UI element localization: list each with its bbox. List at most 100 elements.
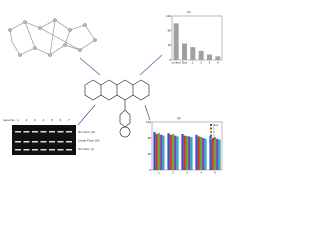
x-tick-label: control [172,60,181,64]
molecule [84,79,150,138]
graphical-abstract: Lane No. 1 2 3 4 5 6 7NC Form (II)Linear Form … [3,10,223,174]
bar [199,136,203,170]
lane-label: 3 [34,118,36,122]
gel-band [66,141,72,143]
lane-label: 1 [17,118,19,122]
bar [185,136,189,170]
bar [162,135,165,170]
bar [195,134,198,170]
gel-band [49,141,55,143]
legend-swatch [210,138,212,140]
lane-title: Lane No. [3,118,15,122]
x-tick-label: Dox [182,60,188,64]
bar [213,137,217,170]
lane-label: 7 [68,118,70,122]
bar [218,139,221,170]
gel-band [49,149,55,151]
band-label: NC Form (II) [78,130,95,134]
gel-band [66,131,72,133]
lane-label: 5 [51,118,53,122]
gel-band [23,149,30,151]
panel-label: (b) [187,10,191,14]
y-tick-label: 80 [148,136,152,140]
legend-swatch [210,127,212,130]
bar [153,132,156,170]
bar [181,134,184,170]
y-tick-label: 40 [148,152,152,156]
x-tick-label: 1 [192,60,194,64]
gel-band [57,141,64,143]
legend-swatch [210,124,212,126]
bar [167,133,170,170]
x-tick-label: 4 [217,60,219,64]
gel-band [23,141,30,143]
lane-label: 6 [60,118,62,122]
bar [190,47,196,60]
bar [215,56,221,60]
bar [169,134,172,170]
bar [176,136,179,170]
legend-label: Dox [213,123,219,127]
bar [183,135,186,170]
gel-band [40,131,47,133]
legend-swatch [210,131,212,133]
lane-label: 4 [43,118,45,122]
y-tick-label: 120 [166,14,171,18]
bar [173,23,179,60]
gel-band [32,149,38,151]
crystal-structure [8,18,97,57]
gel-band [66,149,72,151]
legend-label: 3 [213,133,215,137]
y-tick-label: 120 [146,120,151,124]
legend-label: 4 [213,137,215,141]
gel-band [40,149,47,151]
x-tick-label: 2 [172,170,174,174]
gel-band [32,141,38,143]
x-tick-label: 5 [214,170,216,174]
lane-label: 2 [26,118,28,122]
bar [190,137,193,170]
bar [182,43,187,60]
gel: Lane No. [3,118,15,122]
bar [211,138,214,170]
gel-band [57,149,64,151]
y-tick-label: 40 [168,43,172,47]
gel-band [32,131,38,133]
gel-band [15,141,21,143]
bar [160,134,163,170]
bar [171,134,175,170]
x-tick-label: 4 [200,170,202,174]
x-tick-label: 3 [209,60,211,64]
bar [216,138,219,170]
gel-band [49,131,55,133]
bar [157,133,161,170]
bar [204,138,207,170]
bar [198,50,204,60]
x-tick-label: 1 [158,170,160,174]
y-tick-label: 0 [149,168,151,172]
x-tick-label: 3 [186,170,188,174]
x-tick-label: 2 [200,60,202,64]
page: Lane No. 1 2 3 4 5 6 7 NC Form (II) Linear Form … [3,9,223,175]
gel-band [57,131,64,133]
gel-band [23,131,30,133]
legend-label: 2 [213,130,215,134]
y-tick-label: 80 [168,28,172,32]
band-label: Linear Form (III) [78,138,100,142]
bar [202,138,205,170]
plot-frame [171,15,223,61]
bar [197,136,200,170]
bar [155,134,158,170]
bar [174,135,177,170]
panel-label: (a) [177,116,181,120]
legend-swatch [210,134,212,137]
arrows [77,54,163,126]
band-label: SC Form (I) [78,147,94,151]
bar [209,136,212,170]
gel-band [15,131,21,133]
legend-label: 1 [213,126,215,130]
gel-band [15,149,21,151]
bar [207,54,212,60]
gel-band [40,141,47,143]
y-tick-label: 0 [169,58,171,62]
